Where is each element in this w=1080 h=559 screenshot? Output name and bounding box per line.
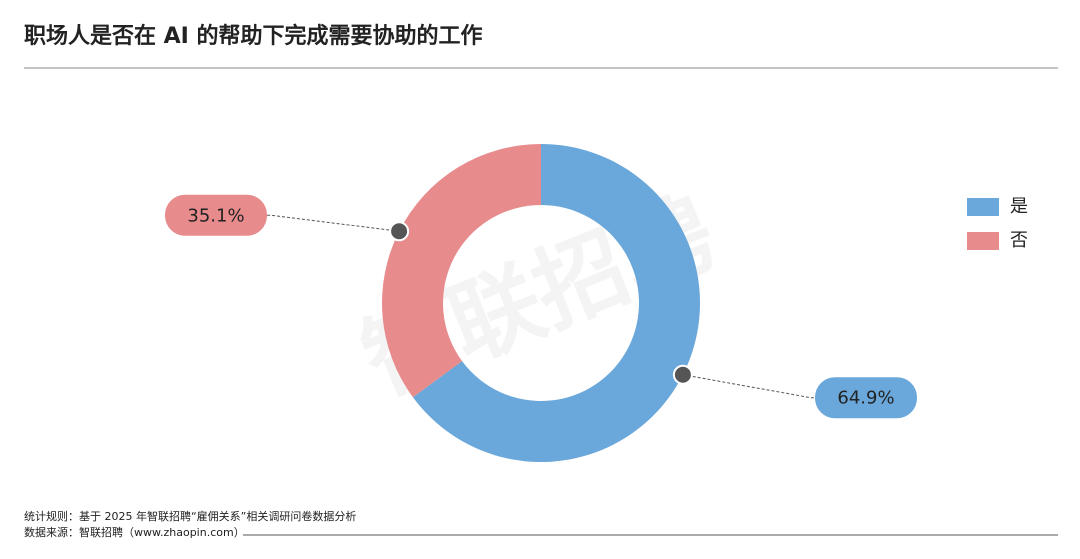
legend-label: 是 [1010, 196, 1028, 217]
legend-label: 否 [1010, 230, 1028, 251]
leader-line [267, 214, 400, 232]
leader-line [682, 374, 815, 399]
chart-title: 职场人是否在 AI 的帮助下完成需要协助的工作 [24, 23, 483, 49]
footnote: 统计规则：基于 2025 年智联招聘“雇佣关系”相关调研问卷数据分析 [24, 509, 356, 523]
donut-segment [382, 144, 541, 398]
leader-dot [389, 221, 410, 242]
label-pill [815, 377, 917, 419]
footnote: 数据来源：智联招聘（www.zhaopin.com） [24, 525, 245, 539]
leader-dot [672, 364, 693, 385]
legend-swatch [967, 198, 999, 216]
donut-segment [412, 144, 700, 463]
label-pill [165, 194, 267, 236]
data-label: 35.1% [187, 205, 244, 226]
data-label: 64.9% [837, 388, 894, 409]
legend-swatch [967, 232, 999, 250]
